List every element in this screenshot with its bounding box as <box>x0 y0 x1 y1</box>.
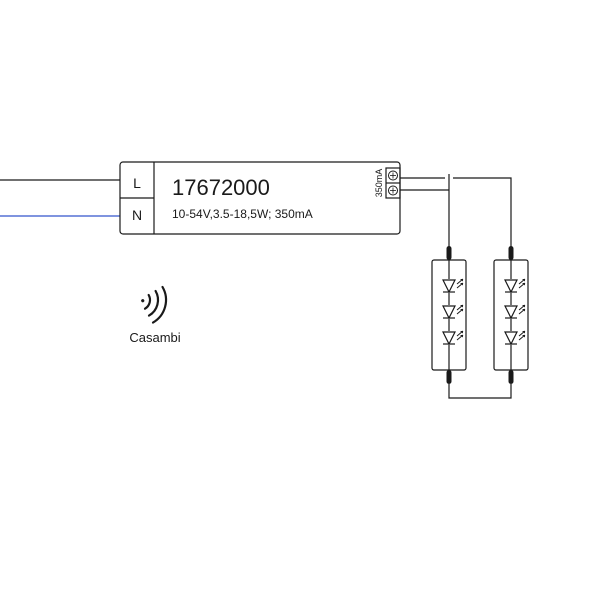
l-label: L <box>133 175 141 191</box>
wire-stub-bottom-icon <box>447 370 452 384</box>
casambi-wireless-icon <box>140 287 176 323</box>
wire-stub-top-icon <box>509 246 514 260</box>
led-driver-wiring-diagram: LN 17672000 10-54V,3.5-18,5W; 350mA 350mA Ca… <box>0 0 600 600</box>
output-current-label: 350mA <box>374 169 384 198</box>
driver-specs: 10-54V,3.5-18,5W; 350mA <box>172 207 313 221</box>
n-label: N <box>132 207 142 223</box>
wire-stub-top-icon <box>447 246 452 260</box>
wire-stub-bottom-icon <box>509 370 514 384</box>
led-module-1 <box>443 246 463 384</box>
led-module-2 <box>505 246 525 384</box>
wire-return-bus <box>449 384 511 398</box>
wire-positive <box>400 178 511 246</box>
part-number: 17672000 <box>172 175 270 200</box>
wire-to-module1 <box>400 174 449 246</box>
casambi-label: Casambi <box>129 330 180 345</box>
